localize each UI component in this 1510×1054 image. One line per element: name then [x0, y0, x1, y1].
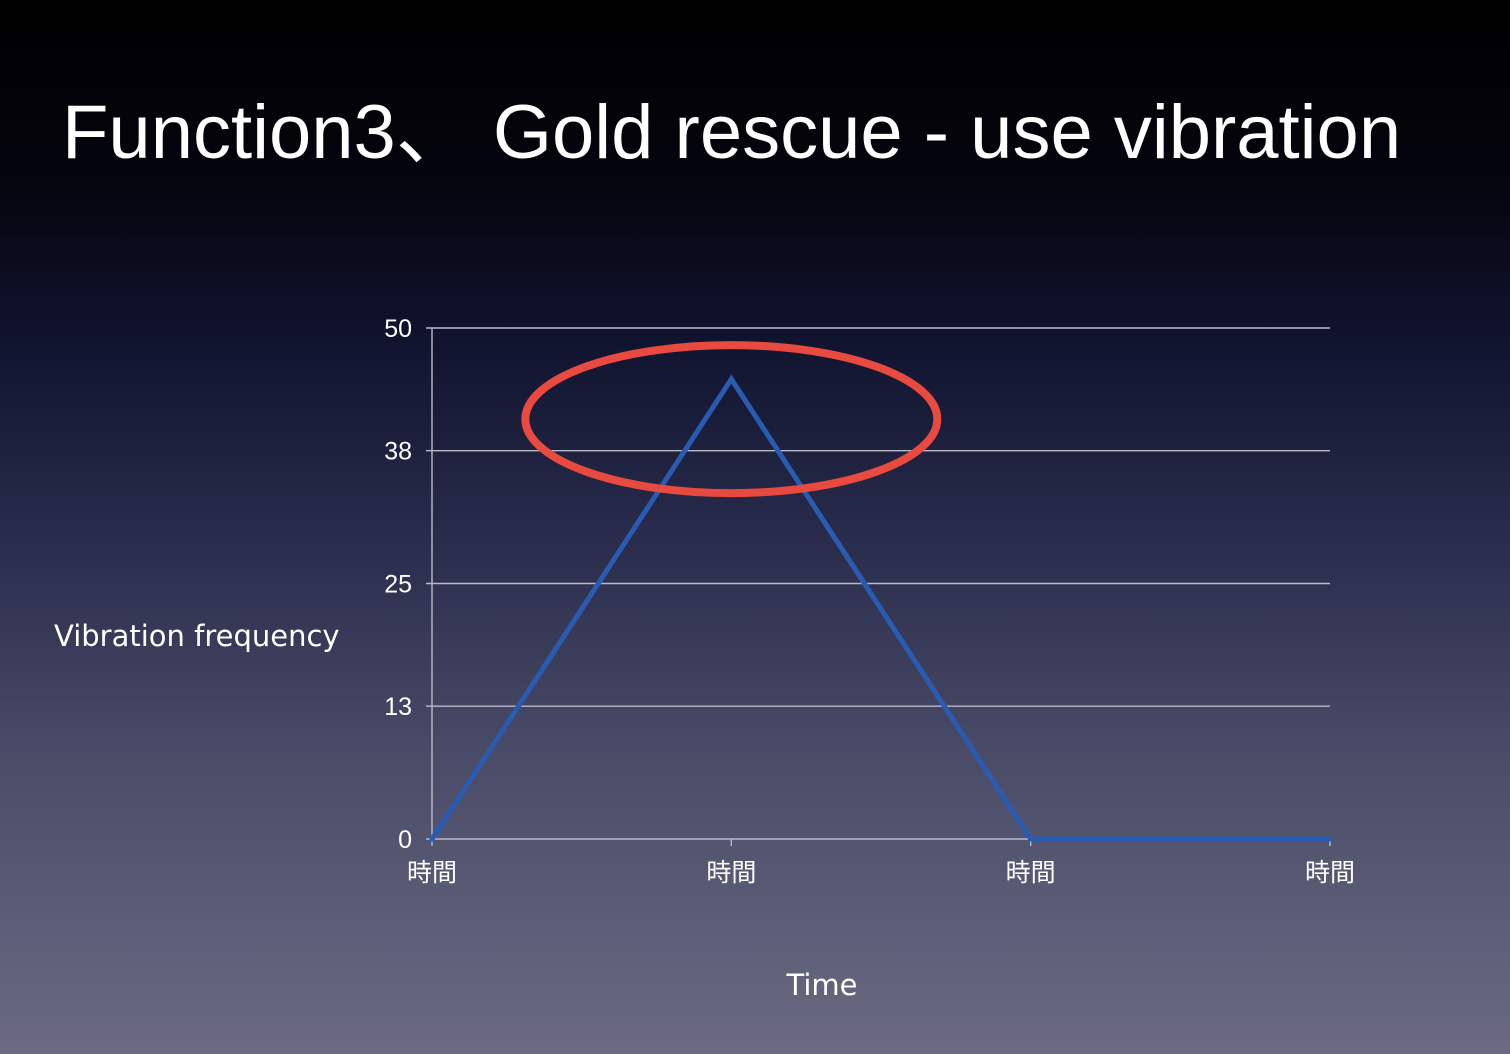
data-point [429, 836, 435, 842]
series-line [429, 374, 1330, 842]
slide-title: Function3、 Gold rescue - use vibration [62, 90, 1402, 175]
x-axis-label: Time [786, 968, 858, 1002]
y-tick-label: 50 [384, 315, 412, 343]
x-tick-label: 時間 [1006, 859, 1056, 887]
y-tick-label: 13 [384, 693, 412, 721]
x-tick-label: 時間 [1305, 859, 1355, 887]
y-tick-label: 0 [398, 826, 412, 854]
tick-labels: 0 13 25 38 50 時間 時間 時間 時間 [384, 315, 1355, 887]
data-point [1028, 836, 1034, 842]
y-axis-label: Vibration frequency [54, 619, 340, 653]
x-tick-label: 時間 [706, 859, 756, 887]
data-point [728, 376, 734, 382]
y-tick-label: 38 [384, 438, 412, 466]
axes [431, 328, 1331, 846]
y-tick-label: 25 [384, 571, 412, 599]
annotations [521, 341, 942, 498]
gridlines [426, 327, 1330, 840]
series [429, 374, 1333, 842]
data-point [1327, 836, 1333, 842]
peak-highlight-ellipse [521, 341, 942, 498]
x-tick-label: 時間 [407, 859, 457, 887]
